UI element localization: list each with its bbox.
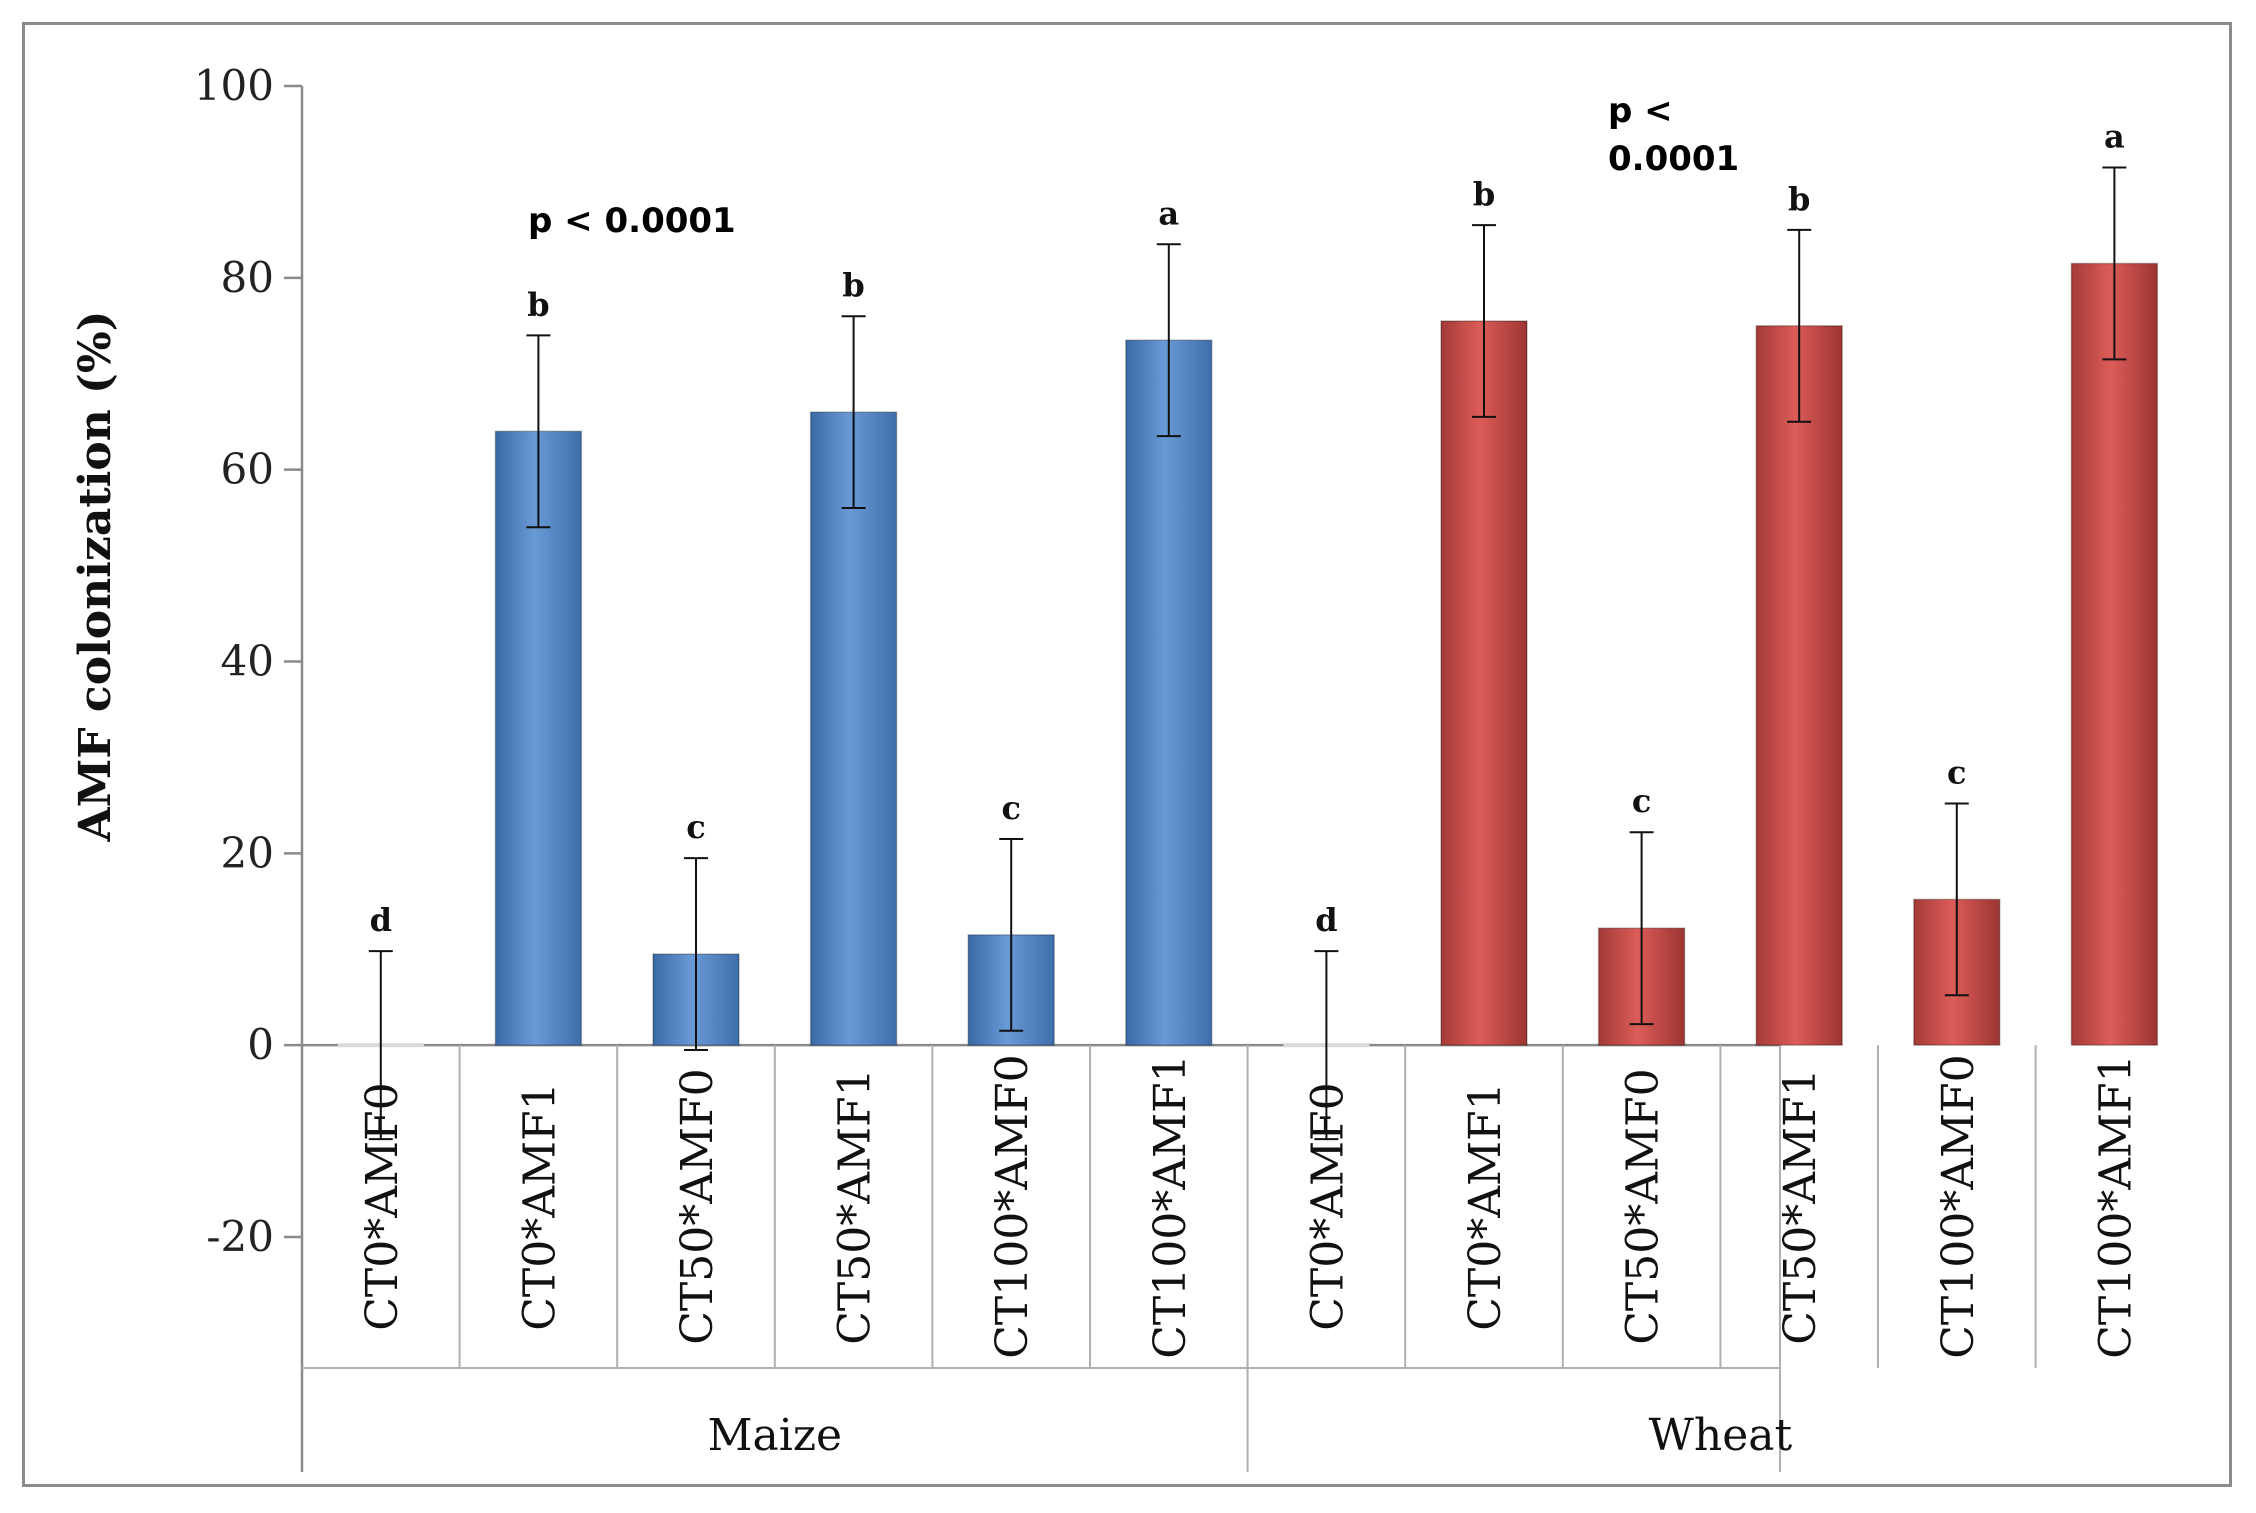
bar-maize-ct0-amf1 — [494, 430, 583, 1046]
wheat-p-value-line1: p < — [1608, 91, 1673, 131]
group-label-maize: Maize — [708, 1410, 843, 1461]
y-tick-label: 20 — [221, 828, 274, 877]
bar-maize-ct100-amf1 — [1125, 339, 1213, 1046]
significance-letter: b — [842, 266, 864, 304]
axes: -20 0 20 40 60 80 100 — [194, 61, 2037, 1472]
category-label: CT100*AMF0 — [987, 1054, 1038, 1358]
maize-p-value: p < 0.0001 — [528, 201, 736, 241]
bars — [337, 166, 2159, 1141]
significance-letter: b — [1788, 180, 1810, 218]
y-tick-label: 80 — [221, 253, 274, 302]
bar-wheat-ct0-amf1 — [1440, 320, 1528, 1046]
category-label: CT50*AMF0 — [672, 1068, 723, 1344]
significance-letter: c — [1001, 789, 1020, 827]
significance-letter: a — [2104, 118, 2125, 156]
significance-letter: d — [1315, 901, 1337, 939]
group-label-wheat: Wheat — [1649, 1410, 1793, 1461]
category-label: CT100*AMF1 — [1145, 1054, 1196, 1358]
category-label: CT50*AMF1 — [830, 1068, 881, 1344]
y-tick-label: 100 — [194, 61, 274, 110]
category-label: CT50*AMF0 — [1618, 1068, 1669, 1344]
bar-wheat-ct100-amf1 — [2070, 262, 2159, 1046]
category-label: CT0*AMF0 — [1302, 1082, 1353, 1330]
category-label: CT100*AMF0 — [1933, 1054, 1984, 1358]
significance-letter: a — [1158, 194, 1179, 232]
significance-letter: b — [1473, 175, 1495, 213]
y-tick-label: 60 — [221, 445, 274, 494]
y-axis-title: AMF colonization (%) — [70, 311, 121, 843]
bar-wheat-ct50-amf1 — [1755, 325, 1843, 1046]
category-label: CT0*AMF1 — [514, 1082, 565, 1330]
category-label: CT100*AMF1 — [2090, 1054, 2141, 1358]
category-label: CT0*AMF0 — [357, 1082, 408, 1330]
significance-letter: d — [370, 901, 392, 939]
category-label: CT0*AMF1 — [1460, 1082, 1511, 1330]
y-tick-label: -20 — [206, 1212, 274, 1261]
y-tick-label: 0 — [247, 1020, 274, 1069]
significance-letter: b — [527, 285, 549, 323]
significance-letter: c — [686, 808, 705, 846]
y-tick-label: 40 — [221, 637, 274, 686]
significance-letter: c — [1947, 753, 1966, 791]
wheat-p-value-line2: 0.0001 — [1608, 139, 1739, 179]
significance-letter: c — [1632, 782, 1651, 820]
category-label: CT50*AMF1 — [1775, 1068, 1826, 1344]
annotations: d CT0*AMF0 b CT0*AMF1 c CT50*AMF0 b CT50*AMF1 c C… — [357, 118, 2142, 1461]
bar-maize-ct50-amf1 — [809, 411, 898, 1046]
